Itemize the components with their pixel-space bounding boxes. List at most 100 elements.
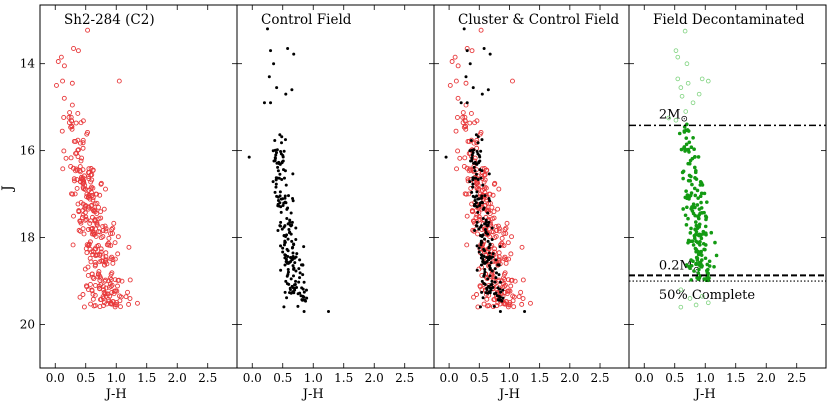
decontaminated-point <box>690 239 695 243</box>
control-point <box>486 88 490 92</box>
x-tick-label: 2.5 <box>590 371 609 385</box>
control-point <box>480 290 484 294</box>
cluster-point <box>487 191 493 197</box>
control-point <box>302 295 306 299</box>
control-point <box>280 177 284 181</box>
x-tick-label: 2.5 <box>395 371 414 385</box>
cluster-point <box>105 291 111 297</box>
control-point <box>278 162 282 166</box>
decontaminated-point <box>697 216 701 221</box>
cluster-point <box>123 294 129 300</box>
control-point <box>491 255 494 259</box>
control-point <box>289 211 293 215</box>
control-point <box>486 211 490 215</box>
decontaminated-point <box>690 182 694 187</box>
panel-title-control: Control Field <box>261 12 352 28</box>
cluster-point <box>91 276 97 282</box>
x-tick-label: 2.0 <box>365 371 384 385</box>
control-point <box>499 290 503 294</box>
control-point <box>494 271 498 275</box>
control-point <box>283 194 287 198</box>
removed-point <box>675 76 681 82</box>
control-point <box>465 49 469 53</box>
panel-cluster: J-H 0.0 0.5 1.0 1.5 2.0 2.5 14 16 18 20 Sh2-284 (C… <box>20 4 238 402</box>
control-point <box>274 182 278 186</box>
decontaminated-point <box>696 196 700 200</box>
decontaminated-point <box>689 226 693 231</box>
cluster-point <box>118 304 123 310</box>
cluster-point <box>75 201 81 207</box>
cluster-point <box>509 277 515 283</box>
control-point <box>498 287 502 291</box>
control-point <box>280 160 284 164</box>
cluster-point <box>489 229 495 235</box>
control-point <box>487 197 491 201</box>
cluster-point <box>71 213 76 219</box>
cluster-point <box>467 120 473 126</box>
decontaminated-point <box>697 233 702 238</box>
cluster-point <box>71 46 76 51</box>
cluster-point <box>67 110 73 116</box>
control-point <box>483 267 487 271</box>
cluster-point <box>80 137 86 143</box>
cluster-point <box>92 246 98 252</box>
control-point <box>498 309 502 313</box>
control-point <box>274 178 278 182</box>
cluster-point <box>63 155 69 161</box>
cluster-point <box>489 216 495 222</box>
control-point <box>276 198 280 202</box>
control-point <box>493 280 497 284</box>
cluster-point <box>491 181 497 187</box>
cluster-point <box>102 291 108 297</box>
cluster-point <box>460 114 466 120</box>
decontaminated-point <box>697 222 702 227</box>
control-point <box>479 253 483 257</box>
cluster-point <box>100 284 106 289</box>
control-point <box>480 92 484 96</box>
control-point <box>478 201 482 205</box>
decontaminated-point <box>706 267 710 272</box>
cluster-point <box>89 177 95 183</box>
cluster-point <box>503 231 509 236</box>
control-point <box>481 217 485 221</box>
cluster-point <box>69 126 75 132</box>
cluster-point <box>111 220 117 226</box>
control-point <box>285 274 289 278</box>
control-point <box>472 165 476 169</box>
control-point <box>278 224 282 228</box>
cluster-point <box>71 138 77 144</box>
decontaminated-point <box>704 217 708 222</box>
cluster-point <box>84 250 90 256</box>
cluster-point <box>73 151 79 156</box>
decontaminated-point <box>703 256 708 261</box>
cluster-point <box>87 281 93 287</box>
cluster-point <box>110 299 116 305</box>
control-point <box>282 201 286 205</box>
cluster-point <box>127 296 133 301</box>
cluster-point <box>61 63 67 69</box>
cluster-point <box>102 262 108 268</box>
control-point <box>476 141 480 145</box>
control-point <box>294 279 298 283</box>
cluster-point <box>55 59 61 64</box>
control-point <box>289 224 293 228</box>
control-point <box>481 207 485 211</box>
control-point <box>291 251 295 255</box>
cluster-point <box>88 166 94 171</box>
control-point <box>281 246 285 250</box>
cluster-point <box>108 231 114 237</box>
control-point <box>501 288 505 292</box>
x-axis-label-decontaminated: J-H <box>693 387 716 402</box>
cluster-point <box>127 277 133 283</box>
control-point <box>282 149 286 153</box>
cluster-point <box>503 257 509 263</box>
decontaminated-point <box>691 259 695 264</box>
cluster-point <box>467 166 473 172</box>
x-tick-label: 2.5 <box>198 371 217 385</box>
cluster-point <box>505 288 511 294</box>
decontaminated-point <box>687 197 691 201</box>
control-point <box>302 290 306 294</box>
panel-frame <box>236 4 435 369</box>
control-point <box>470 153 474 157</box>
control-point <box>459 101 463 105</box>
